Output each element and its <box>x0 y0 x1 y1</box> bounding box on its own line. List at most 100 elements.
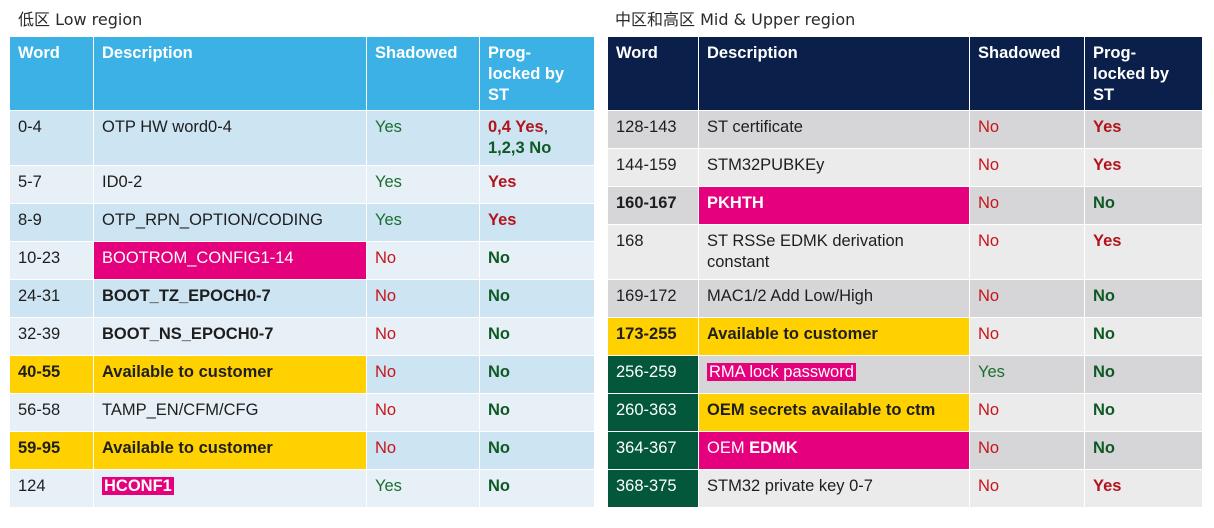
prog-cell: No <box>1084 393 1203 432</box>
description-cell: BOOT_TZ_EPOCH0-7 <box>93 279 367 318</box>
description-cell: ST RSSe EDMK derivation constant <box>698 224 970 280</box>
table-row: 56-58 TAMP_EN/CFM/CFG No No <box>9 393 595 432</box>
word-cell: 10-23 <box>9 241 94 280</box>
table-row: 59-95 Available to customer No No <box>9 431 595 470</box>
table-row: 173-255 Available to customer No No <box>607 317 1203 356</box>
word-cell: 59-95 <box>9 431 94 470</box>
shadowed-cell: No <box>969 110 1085 149</box>
prog-cell: No <box>479 469 595 508</box>
shadowed-cell: No <box>969 186 1085 225</box>
description-part-a: OEM <box>707 439 750 457</box>
shadowed-cell: No <box>969 393 1085 432</box>
prog-cell: No <box>479 393 595 432</box>
prog-cell: Yes <box>1084 469 1203 508</box>
shadowed-cell: Yes <box>366 165 480 204</box>
word-cell: 144-159 <box>607 148 699 187</box>
table-row: 168 ST RSSe EDMK derivation constant No Y… <box>607 224 1203 280</box>
table-row: 256-259 RMA lock password Yes No <box>607 355 1203 394</box>
shadowed-cell: Yes <box>366 110 480 166</box>
shadowed-cell: No <box>969 279 1085 318</box>
prog-cell: No <box>1084 279 1203 318</box>
header-prog-line1: Prog- <box>488 44 532 62</box>
prog-cell: No <box>479 317 595 356</box>
description-part-b: EDMK <box>749 439 798 457</box>
header-word: Word <box>9 36 94 111</box>
word-cell: 169-172 <box>607 279 699 318</box>
description-cell: BOOTROM_CONFIG1-14 <box>93 241 367 280</box>
header-prog-locked: Prog- locked by ST <box>1084 36 1203 111</box>
low-region-title: 低区 Low region <box>18 10 143 29</box>
table-row: 8-9 OTP_RPN_OPTION/CODING Yes Yes <box>9 203 595 242</box>
prog-cell: Yes <box>479 165 595 204</box>
prog-cell: No <box>479 241 595 280</box>
table-row: 144-159 STM32PUBKEy No Yes <box>607 148 1203 187</box>
shadowed-cell: No <box>969 224 1085 280</box>
mid-region-title: 中区和高区 Mid & Upper region <box>615 10 856 29</box>
low-region-table: Word Description Shadowed Prog- locked b… <box>9 36 595 508</box>
table-row: 169-172 MAC1/2 Add Low/High No No <box>607 279 1203 318</box>
shadowed-cell: No <box>366 393 480 432</box>
word-cell: 256-259 <box>607 355 699 394</box>
word-cell: 24-31 <box>9 279 94 318</box>
mid-upper-region-table: Word Description Shadowed Prog- locked b… <box>607 36 1203 508</box>
shadowed-cell: No <box>366 241 480 280</box>
prog-cell: No <box>1084 186 1203 225</box>
header-word: Word <box>607 36 699 111</box>
table-row: 368-375 STM32 private key 0-7 No Yes <box>607 469 1203 508</box>
shadowed-cell: Yes <box>366 469 480 508</box>
prog-yes-part: 0,4 Yes <box>488 118 544 136</box>
description-cell: Available to customer <box>93 431 367 470</box>
table-row: 260-363 OEM secrets available to ctm No … <box>607 393 1203 432</box>
word-cell: 0-4 <box>9 110 94 166</box>
description-cell: RMA lock password <box>698 355 970 394</box>
header-prog-line1: Prog- <box>1093 44 1137 62</box>
table-row: 124 HCONF1 Yes No <box>9 469 595 508</box>
description-cell: PKHTH <box>698 186 970 225</box>
shadowed-cell: No <box>366 355 480 394</box>
shadowed-cell: No <box>366 431 480 470</box>
word-cell: 5-7 <box>9 165 94 204</box>
table-row: 32-39 BOOT_NS_EPOCH0-7 No No <box>9 317 595 356</box>
description-cell: ST certificate <box>698 110 970 149</box>
table-row: 5-7 ID0-2 Yes Yes <box>9 165 595 204</box>
header-prog-line2: locked by <box>1093 65 1170 83</box>
prog-cell: No <box>1084 317 1203 356</box>
header-prog-line3: ST <box>1093 86 1115 104</box>
description-cell: OTP HW word0-4 <box>93 110 367 166</box>
description-cell: BOOT_NS_EPOCH0-7 <box>93 317 367 356</box>
word-cell: 160-167 <box>607 186 699 225</box>
word-cell: 260-363 <box>607 393 699 432</box>
shadowed-cell: No <box>969 148 1085 187</box>
word-cell: 40-55 <box>9 355 94 394</box>
header-prog-locked: Prog- locked by ST <box>479 36 595 111</box>
header-prog-line2: locked by <box>488 65 565 83</box>
table-header-row: Word Description Shadowed Prog- locked b… <box>607 36 1203 111</box>
shadowed-cell: Yes <box>969 355 1085 394</box>
description-cell: MAC1/2 Add Low/High <box>698 279 970 318</box>
prog-cell: 0,4 Yes, 1,2,3 No <box>479 110 595 166</box>
description-highlight: RMA lock password <box>707 363 856 381</box>
prog-cell: No <box>479 355 595 394</box>
description-cell: OEM secrets available to ctm <box>698 393 970 432</box>
table-row: 128-143 ST certificate No Yes <box>607 110 1203 149</box>
table-row: 40-55 Available to customer No No <box>9 355 595 394</box>
description-cell: OEM EDMK <box>698 431 970 470</box>
table-row: 160-167 PKHTH No No <box>607 186 1203 225</box>
prog-cell: Yes <box>1084 148 1203 187</box>
prog-cell: Yes <box>1084 224 1203 280</box>
word-cell: 168 <box>607 224 699 280</box>
word-cell: 124 <box>9 469 94 508</box>
header-prog-line3: ST <box>488 86 510 104</box>
word-cell: 364-367 <box>607 431 699 470</box>
description-cell: HCONF1 <box>93 469 367 508</box>
word-cell: 173-255 <box>607 317 699 356</box>
prog-cell: No <box>1084 431 1203 470</box>
header-shadowed: Shadowed <box>366 36 480 111</box>
shadowed-cell: No <box>366 279 480 318</box>
word-cell: 128-143 <box>607 110 699 149</box>
description-cell: OTP_RPN_OPTION/CODING <box>93 203 367 242</box>
header-description: Description <box>698 36 970 111</box>
shadowed-cell: No <box>366 317 480 356</box>
prog-cell: Yes <box>479 203 595 242</box>
shadowed-cell: No <box>969 317 1085 356</box>
